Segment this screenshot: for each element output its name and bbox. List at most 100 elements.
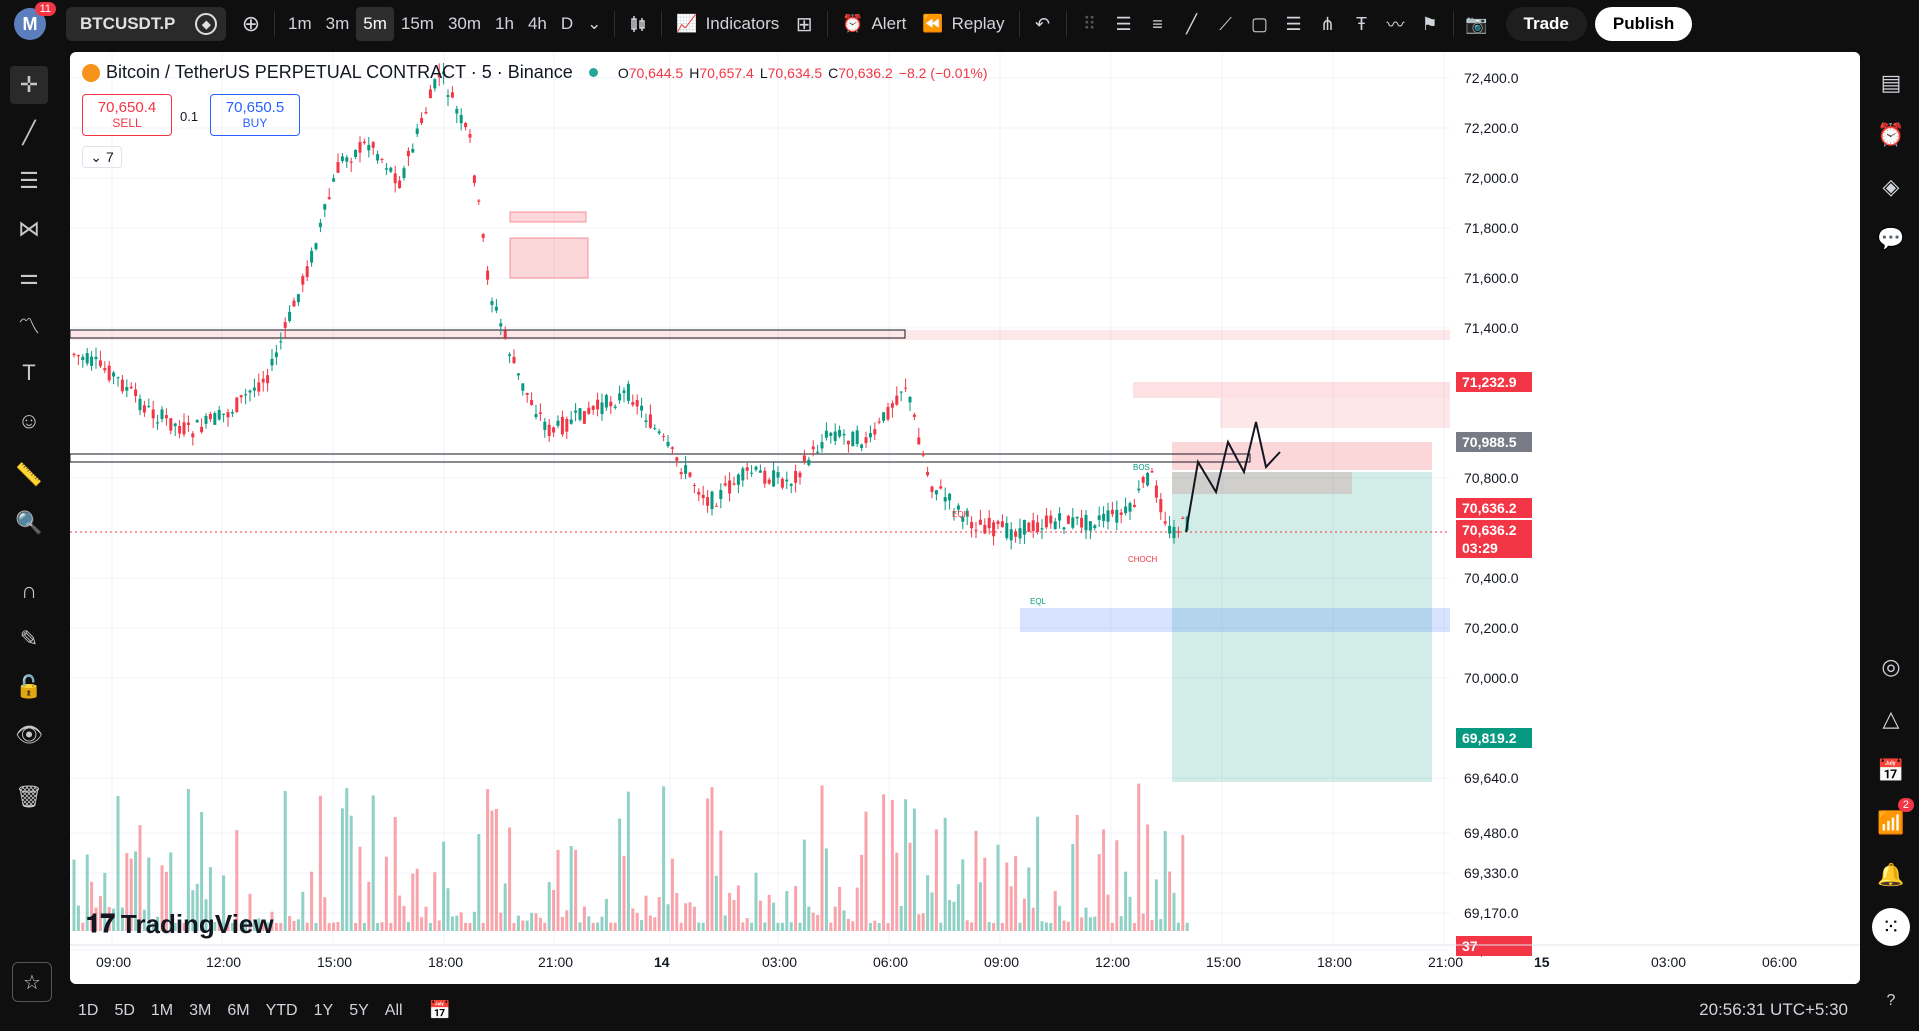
close-value: 70,636.2 bbox=[838, 64, 893, 81]
goto-date-icon[interactable]: 📅 bbox=[428, 1000, 451, 1020]
pitchfork-icon[interactable]: ⋔ bbox=[1319, 13, 1336, 34]
trend-line-icon[interactable]: ╱ bbox=[22, 120, 36, 145]
horizontal-lines-icon[interactable]: ☰ bbox=[19, 168, 39, 193]
lock-icon[interactable]: 🔓 bbox=[15, 674, 43, 699]
chevron-down-icon[interactable]: ⌄ bbox=[587, 14, 602, 33]
help-icon[interactable]: ? bbox=[1886, 992, 1896, 1009]
candle-body bbox=[569, 419, 573, 424]
rectangle-icon[interactable]: ▢ bbox=[1251, 13, 1269, 34]
publish-button[interactable]: Publish bbox=[1594, 7, 1693, 41]
user-avatar[interactable]: M 11 bbox=[14, 2, 56, 40]
undo-icon[interactable]: ↶ bbox=[1034, 13, 1051, 34]
replay-button[interactable]: ⏪ Replay bbox=[914, 7, 1012, 41]
clock[interactable]: 20:56:31 UTC+5:30 bbox=[1699, 1000, 1848, 1019]
parallel-channel-icon[interactable]: ☰ bbox=[1115, 13, 1132, 34]
compare-add-icon[interactable]: ⊕ bbox=[241, 11, 261, 36]
tf-4h[interactable]: 4h bbox=[527, 14, 547, 33]
volume-bar bbox=[706, 798, 710, 931]
ruler-icon[interactable]: 📏 bbox=[15, 462, 43, 487]
candle-type-icon[interactable] bbox=[621, 7, 655, 41]
volume-bar bbox=[890, 799, 894, 931]
order-qty[interactable]: 0.1 bbox=[180, 109, 199, 124]
trade-button[interactable]: Trade bbox=[1505, 7, 1587, 41]
tf-1m[interactable]: 1m bbox=[288, 14, 312, 33]
text-icon[interactable]: T bbox=[22, 360, 36, 385]
candle-body bbox=[882, 412, 886, 421]
volume-bar bbox=[1075, 814, 1079, 931]
tf-3m[interactable]: 3m bbox=[325, 14, 350, 33]
range-1y[interactable]: 1Y bbox=[313, 1001, 334, 1019]
buy-button[interactable]: 70,650.5 BUY bbox=[210, 94, 300, 136]
time-tick-label: 15 bbox=[1534, 954, 1550, 970]
indicators-button[interactable]: 📈 Indicators bbox=[668, 7, 787, 41]
range-ytd[interactable]: YTD bbox=[265, 1001, 298, 1019]
stream-icon[interactable]: 📶 2 bbox=[1872, 798, 1914, 842]
range-5y[interactable]: 5Y bbox=[349, 1001, 369, 1019]
range-5d[interactable]: 5D bbox=[114, 1001, 135, 1019]
text-tool-icon[interactable]: Ŧ bbox=[1356, 13, 1368, 34]
layers-icon[interactable]: ◈ bbox=[1882, 174, 1900, 199]
flag-icon[interactable]: ⚑ bbox=[1421, 13, 1438, 34]
range-1d[interactable]: 1D bbox=[78, 1001, 99, 1019]
range-all[interactable]: All bbox=[384, 1001, 403, 1019]
tf-15m[interactable]: 15m bbox=[400, 14, 434, 33]
watchlist-icon[interactable]: ▤ bbox=[1880, 70, 1902, 95]
candle-body bbox=[1137, 488, 1141, 491]
camera-icon[interactable]: 📷 bbox=[1465, 13, 1488, 34]
volume-bar bbox=[534, 913, 538, 931]
pattern-icon[interactable]: ⋈ bbox=[18, 216, 40, 241]
price-tick-label: 70,800.0 bbox=[1464, 470, 1519, 486]
trend-line-icon[interactable]: ╱ bbox=[1186, 13, 1197, 34]
candle-body bbox=[829, 432, 833, 436]
horizontal-lines-icon[interactable]: ☰ bbox=[1285, 13, 1302, 34]
price-chart[interactable]: BOS EQH CHOCH EQL 72,400.0 72,200.0 72,000.0 7… bbox=[70, 52, 1860, 984]
tf-5m[interactable]: 5m bbox=[356, 7, 394, 41]
volume-bar bbox=[472, 911, 476, 931]
range-1m[interactable]: 1M bbox=[150, 1001, 174, 1019]
indicator-count-toggle[interactable]: ⌄ 7 bbox=[82, 146, 122, 168]
zigzag-icon[interactable]: 〰 bbox=[1386, 15, 1405, 35]
range-box-top bbox=[70, 329, 906, 339]
sell-button[interactable]: 70,650.4 SELL bbox=[82, 94, 172, 136]
chart-pane[interactable]: BOS EQH CHOCH EQL 72,400.0 72,200.0 72,000.0 7… bbox=[70, 52, 1860, 984]
ray-line-icon[interactable]: ⟋ bbox=[1219, 13, 1232, 34]
calendar-icon[interactable]: 📅 bbox=[1877, 758, 1905, 783]
candle-body bbox=[723, 483, 727, 486]
bell-icon[interactable]: 🔔 bbox=[1877, 862, 1905, 887]
symbol-search-button[interactable]: BTCUSDT.P ◆ bbox=[66, 7, 226, 41]
forecast-icon[interactable]: ⚌ bbox=[19, 264, 39, 289]
alerts-clock-icon[interactable]: ⏰ bbox=[1877, 122, 1905, 147]
target-icon[interactable]: ◎ bbox=[1881, 654, 1901, 679]
price-label-box bbox=[1456, 520, 1532, 540]
candle-body bbox=[648, 414, 652, 428]
chat-icon[interactable]: 💬 bbox=[1877, 226, 1905, 251]
range-6m[interactable]: 6M bbox=[227, 1001, 250, 1019]
menu-dots-icon[interactable]: ⁙ bbox=[1872, 908, 1910, 946]
layout-grid-icon[interactable]: ⊞ bbox=[795, 13, 813, 36]
lock-pen-icon[interactable]: ✎ bbox=[19, 626, 39, 651]
tf-d[interactable]: D bbox=[560, 14, 574, 33]
tf-30m[interactable]: 30m bbox=[447, 14, 482, 33]
drag-handle-icon[interactable]: ⠿ bbox=[1082, 13, 1097, 34]
star-icon[interactable]: ☆ bbox=[12, 962, 52, 1002]
volume-bar bbox=[860, 854, 864, 931]
volume-bar bbox=[525, 920, 529, 931]
volume-bar bbox=[314, 922, 318, 931]
fib-retracement-icon[interactable]: ≡ bbox=[1152, 13, 1163, 34]
eye-icon[interactable]: 👁 bbox=[15, 722, 43, 747]
alert-button[interactable]: ⏰ Alert bbox=[834, 7, 914, 41]
volume-bar bbox=[191, 890, 195, 931]
range-3m[interactable]: 3M bbox=[189, 1001, 212, 1019]
ideas-icon[interactable]: △ bbox=[1882, 706, 1900, 731]
magnet-icon[interactable]: ∩ bbox=[21, 578, 37, 603]
trash-icon[interactable]: 🗑 bbox=[15, 784, 43, 809]
candle-body bbox=[701, 494, 705, 499]
volume-bar bbox=[486, 789, 490, 931]
zoom-in-icon[interactable]: 🔍 bbox=[15, 510, 43, 535]
candle-body bbox=[635, 400, 639, 407]
tf-1h[interactable]: 1h bbox=[495, 14, 514, 33]
candle-body bbox=[886, 407, 890, 420]
brush-icon[interactable]: 〽 bbox=[17, 314, 40, 339]
crosshair-icon[interactable]: ✛ bbox=[10, 66, 48, 104]
emoji-icon[interactable]: ☺ bbox=[17, 408, 41, 433]
